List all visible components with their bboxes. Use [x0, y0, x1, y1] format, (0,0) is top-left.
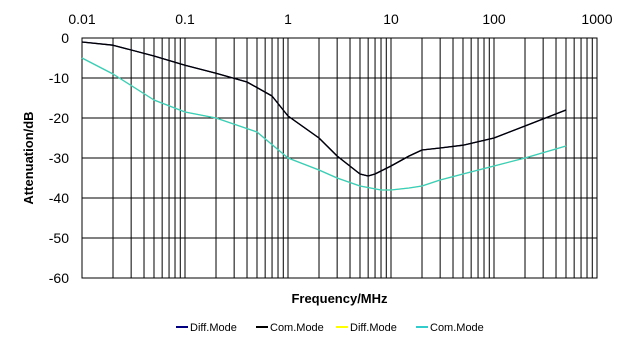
- x-tick-label: 10: [383, 11, 399, 27]
- y-tick-label: -60: [49, 270, 69, 286]
- legend-label: Com.Mode: [430, 322, 484, 334]
- y-tick-label: -10: [49, 70, 69, 86]
- x-tick-label: 0.01: [68, 11, 95, 27]
- y-axis-title: Attenuation/dB: [21, 111, 36, 204]
- series-line: [81, 57, 567, 191]
- x-axis-title: Frequency/MHz: [291, 291, 388, 306]
- legend-label: Diff.Mode: [190, 322, 237, 334]
- series-line: [81, 41, 567, 177]
- plot-area-border: [81, 37, 598, 279]
- y-tick-label: -20: [49, 110, 69, 126]
- x-tick-label: 0.1: [175, 11, 195, 27]
- x-tick-label: 1000: [581, 11, 612, 27]
- legend: Diff.Mode Com.Mode Diff.Mode Com.Mode: [176, 322, 484, 334]
- y-tick-label: -50: [49, 230, 69, 246]
- y-tick-label: -30: [49, 150, 69, 166]
- x-tick-label: 1: [284, 11, 292, 27]
- y-tick-label: -40: [49, 190, 69, 206]
- series-line: [81, 41, 567, 177]
- legend-label: Com.Mode: [270, 322, 324, 334]
- y-tick-label: 0: [61, 30, 69, 46]
- x-tick-label: 100: [482, 11, 506, 27]
- tick-labels: 0.01 0.1 1 10 100 1000 0 -10 -20 -30 -40 -50 -60: [49, 11, 613, 286]
- series-lines: [81, 41, 567, 191]
- legend-label: Diff.Mode: [350, 322, 397, 334]
